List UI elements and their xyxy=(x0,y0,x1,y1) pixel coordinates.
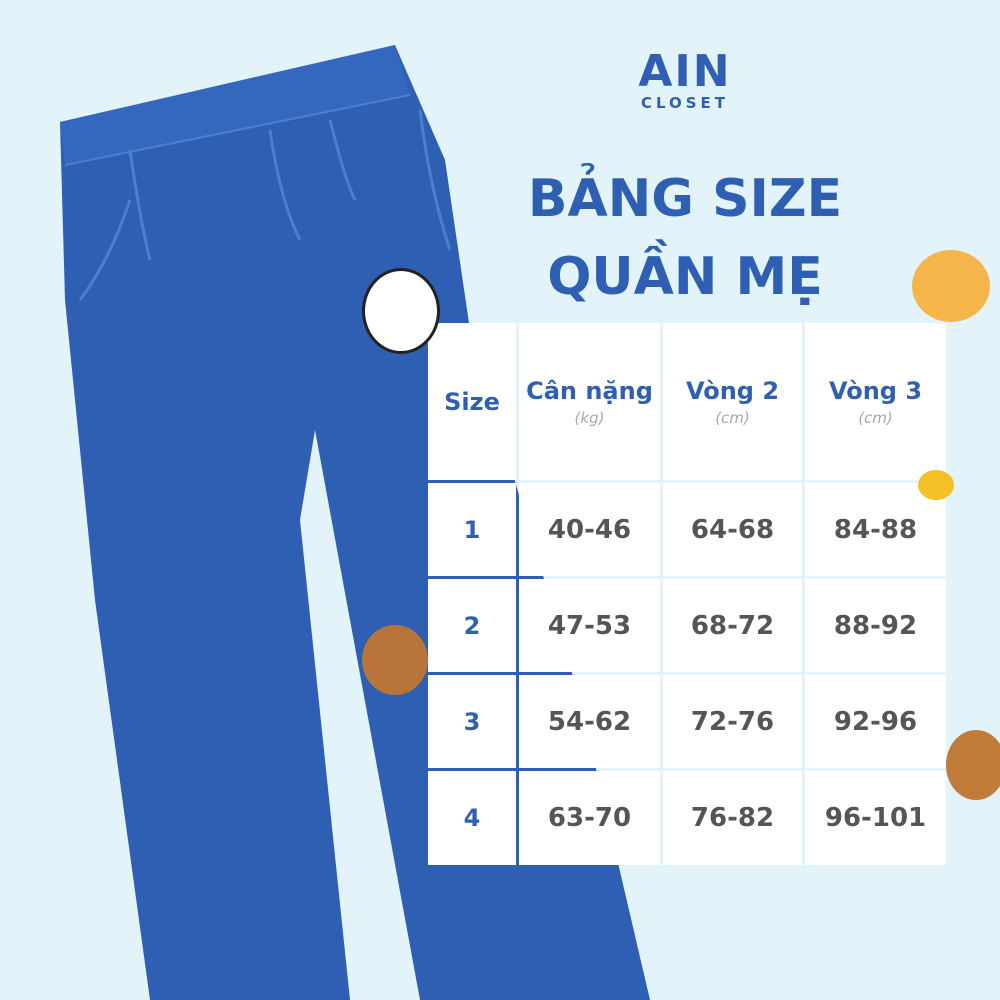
measure-value: 72-76 xyxy=(690,706,775,737)
header-cell: Size xyxy=(428,323,516,480)
header-unit: (cm) xyxy=(715,408,750,427)
table-cell: 72-76 xyxy=(663,675,802,768)
table-cell: 68-72 xyxy=(663,579,802,672)
size-value: 4 xyxy=(463,804,481,832)
size-value: 3 xyxy=(463,707,481,736)
header-cell: Cân nặng (kg) xyxy=(519,323,660,480)
table-cell: 40-46 xyxy=(519,483,660,576)
table-cell: 3 xyxy=(428,675,516,768)
cat-icon xyxy=(912,250,990,322)
measure-value: 64-68 xyxy=(690,514,775,545)
measure-value: 40-46 xyxy=(547,514,632,545)
header-unit: (kg) xyxy=(574,408,605,427)
measure-value: 76-82 xyxy=(690,803,775,833)
size-value: 2 xyxy=(463,611,481,640)
table-cell: 76-82 xyxy=(663,771,802,865)
table-cell: 84-88 xyxy=(805,483,946,576)
header-unit: (cm) xyxy=(858,408,893,427)
bee-icon xyxy=(918,470,954,500)
page-title: BẢNG SIZE QUẦN MẸ xyxy=(527,169,843,307)
header-cell: Vòng 2 (cm) xyxy=(663,323,802,480)
table-cell: 64-68 xyxy=(663,483,802,576)
table-cell: 47-53 xyxy=(519,579,660,672)
header-label: Size xyxy=(444,387,500,416)
table-cell: 88-92 xyxy=(805,579,946,672)
measure-value: 54-62 xyxy=(547,706,632,737)
table-cell: 63-70 xyxy=(519,771,660,865)
panda-icon xyxy=(362,268,440,354)
brand-logo: AIN CLOSET xyxy=(638,46,732,113)
table-cell: 92-96 xyxy=(805,675,946,768)
measure-value: 68-72 xyxy=(690,610,775,641)
measure-value: 92-96 xyxy=(833,706,918,737)
table-cell: 96-101 xyxy=(805,771,946,865)
table-cell: 54-62 xyxy=(519,675,660,768)
size-value: 1 xyxy=(463,515,481,544)
header-cell: Vòng 3 (cm) xyxy=(805,323,946,480)
measure-value: 88-92 xyxy=(833,610,918,641)
header-label: Vòng 2 xyxy=(685,376,780,405)
header-label: Vòng 3 xyxy=(828,376,923,405)
measure-value: 63-70 xyxy=(547,803,632,833)
monkey-icon xyxy=(946,730,1000,800)
measure-value: 47-53 xyxy=(547,610,632,641)
measure-value: 96-101 xyxy=(824,803,927,833)
header-label: Cân nặng xyxy=(526,376,653,405)
sloth-icon xyxy=(362,625,428,695)
measure-value: 84-88 xyxy=(833,514,918,545)
table-cell: 1 xyxy=(428,483,516,576)
table-cell: 4 xyxy=(428,771,516,865)
table-cell: 2 xyxy=(428,579,516,672)
